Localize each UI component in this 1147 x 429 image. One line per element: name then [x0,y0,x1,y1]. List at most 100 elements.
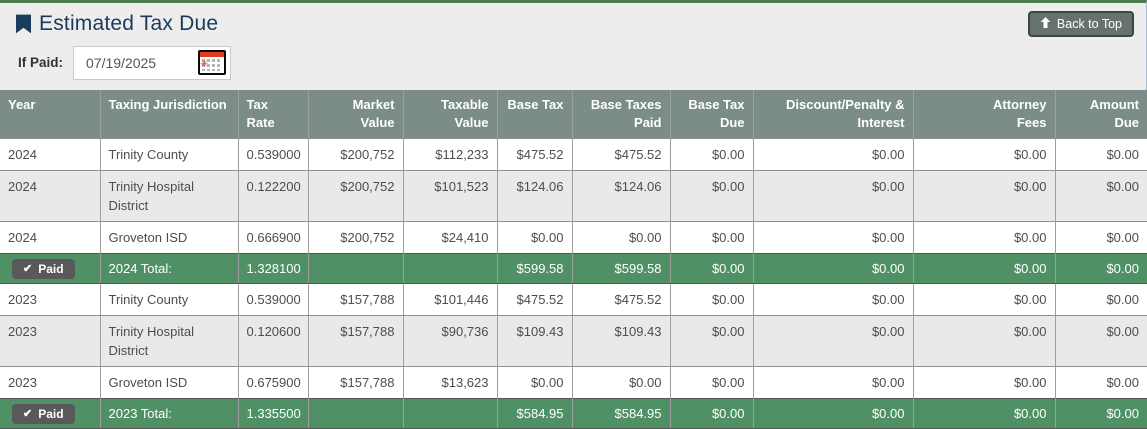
cell-tax-rate: 0.539000 [237,283,308,316]
column-header-taxing-jurisdiction: Taxing Jurisdiction [99,90,238,139]
cell-attorney-fees: $0.00 [912,170,1055,222]
cell-market-value [307,253,403,284]
cell-taxable-value: $24,410 [402,221,497,254]
cell-market-value: $157,788 [307,283,403,316]
cell-base-tax-due: $0.00 [669,138,753,171]
back-to-top-button[interactable]: Back to Top [1027,11,1134,37]
back-to-top-label: Back to Top [1056,17,1122,31]
cell-tax-rate: 0.539000 [237,138,308,171]
cell-amount-due: $0.00 [1054,253,1147,284]
cell-discount-penalty-interest: $0.00 [752,315,913,367]
check-icon: ✔ [23,408,33,420]
cell-tax-rate: 1.328100 [237,253,308,284]
calendar-icon: ✳ [198,50,227,75]
table-row: 2023 Groveton ISD 0.675900 $157,788 $13,623 $… [0,366,1147,399]
cell-taxable-value: $101,523 [402,170,497,222]
paid-badge-label: Paid [38,262,64,276]
cell-amount-due: $0.00 [1054,170,1147,222]
cell-attorney-fees: $0.00 [912,221,1055,254]
cell-discount-penalty-interest: $0.00 [752,138,913,171]
column-header-attorney-fees: Attorney Fees [912,90,1055,139]
cell-taxing-jurisdiction: 2023 Total: [99,398,238,429]
cell-discount-penalty-interest: $0.00 [752,398,913,429]
column-header-base-tax-due: Base Tax Due [669,90,753,139]
cell-discount-penalty-interest: $0.00 [752,253,913,284]
cell-attorney-fees: $0.00 [912,138,1055,171]
cell-tax-rate: 0.120600 [237,315,308,367]
column-header-base-taxes-paid: Base Taxes Paid [571,90,670,139]
cell-year: 2024 [0,138,100,171]
cell-base-tax-due: $0.00 [669,253,753,284]
column-header-market-value: Market Value [307,90,403,139]
cell-attorney-fees: $0.00 [912,283,1055,316]
cell-discount-penalty-interest: $0.00 [752,366,913,399]
column-header-amount-due: Amount Due [1054,90,1147,139]
total-row: ✔ Paid 2024 Total: 1.328100 $599.58 $599.58 $0… [0,253,1147,284]
cell-amount-due: $0.00 [1054,283,1147,316]
cell-base-tax-due: $0.00 [669,366,753,399]
column-header-year: Year [0,90,100,139]
check-icon: ✔ [23,263,33,275]
cell-base-tax-due: $0.00 [669,315,753,367]
cell-taxing-jurisdiction: Trinity County [99,283,238,316]
cell-discount-penalty-interest: $0.00 [752,221,913,254]
column-header-base-tax: Base Tax [496,90,572,139]
cell-taxable-value: $101,446 [402,283,497,316]
cell-base-tax: $584.95 [496,398,572,429]
cell-base-tax: $0.00 [496,366,572,399]
cell-market-value: $157,788 [307,366,403,399]
cell-tax-rate: 0.122200 [237,170,308,222]
cell-amount-due: $0.00 [1054,366,1147,399]
column-header-tax-rate: Tax Rate [237,90,308,139]
cell-taxing-jurisdiction: Trinity Hospital District [99,315,238,367]
cell-base-tax: $124.06 [496,170,572,222]
table-row: 2023 Trinity County 0.539000 $157,788 $101,4… [0,283,1147,316]
cell-base-taxes-paid: $0.00 [571,221,670,254]
cell-year: 2024 [0,221,100,254]
cell-base-taxes-paid: $475.52 [571,283,670,316]
cell-base-tax: $475.52 [496,283,572,316]
cell-base-taxes-paid: $475.52 [571,138,670,171]
title-bar: Estimated Tax Due Back to Top [0,3,1146,41]
cell-market-value: $200,752 [307,138,403,171]
cell-year: 2023 [0,283,100,316]
cell-attorney-fees: $0.00 [912,253,1055,284]
arrow-up-icon [1040,17,1051,31]
cell-base-tax: $599.58 [496,253,572,284]
cell-year: 2023 [0,366,100,399]
estimated-tax-table: Year Taxing Jurisdiction Tax Rate Market Va… [0,90,1147,429]
table-row: 2023 Trinity Hospital District 0.120600 $15… [0,315,1147,367]
table-header-row: Year Taxing Jurisdiction Tax Rate Market Va… [0,90,1147,139]
table-row: 2024 Trinity County 0.539000 $200,752 $112,2… [0,138,1147,171]
if-paid-date-input[interactable] [86,54,199,71]
cell-tax-rate: 0.666900 [237,221,308,254]
cell-taxing-jurisdiction: Trinity Hospital District [99,170,238,222]
cell-base-taxes-paid: $0.00 [571,366,670,399]
cell-year: 2023 [0,315,100,367]
cell-taxing-jurisdiction: Groveton ISD [99,221,238,254]
cell-base-taxes-paid: $599.58 [571,253,670,284]
cell-market-value [307,398,403,429]
column-header-taxable-value: Taxable Value [402,90,497,139]
calendar-picker-button[interactable]: ✳ [198,50,227,75]
cell-base-tax-due: $0.00 [669,398,753,429]
cell-taxable-value: $13,623 [402,366,497,399]
cell-market-value: $200,752 [307,170,403,222]
table-row: 2024 Trinity Hospital District 0.122200 $20… [0,170,1147,222]
cell-year: ✔ Paid [0,253,100,284]
cell-base-taxes-paid: $109.43 [571,315,670,367]
cell-amount-due: $0.00 [1054,221,1147,254]
paid-badge: ✔ Paid [12,259,75,279]
cell-market-value: $157,788 [307,315,403,367]
cell-attorney-fees: $0.00 [912,315,1055,367]
cell-attorney-fees: $0.00 [912,366,1055,399]
paid-badge-label: Paid [38,407,64,421]
if-paid-label: If Paid: [18,55,64,70]
cell-attorney-fees: $0.00 [912,398,1055,429]
cell-base-taxes-paid: $584.95 [571,398,670,429]
cell-amount-due: $0.00 [1054,315,1147,367]
if-paid-row: If Paid: ✳ [0,41,1146,90]
page-title: Estimated Tax Due [39,12,219,35]
cell-base-tax: $0.00 [496,221,572,254]
cell-taxing-jurisdiction: 2024 Total: [99,253,238,284]
